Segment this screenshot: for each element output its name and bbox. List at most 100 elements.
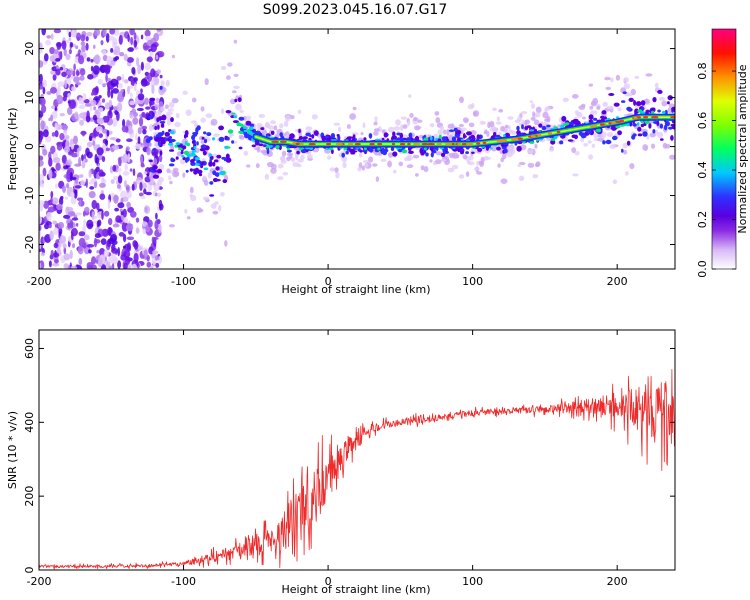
spectrogram-noise-blob bbox=[140, 195, 146, 200]
spectrogram-core-blob bbox=[156, 168, 163, 174]
spectrogram-mid-blob bbox=[227, 146, 231, 149]
spectrogram-noise-blob bbox=[141, 112, 146, 117]
spectrogram-noise-blob bbox=[71, 176, 77, 181]
spectrogram-halo-blob bbox=[529, 100, 534, 104]
spectrogram-noise-blob bbox=[109, 29, 116, 35]
spectrogram-noise-blob bbox=[39, 48, 43, 54]
spectrogram-noise-blob bbox=[108, 256, 115, 264]
spectrogram-noise-blob bbox=[101, 210, 104, 220]
spectrogram-noise-blob bbox=[110, 78, 118, 87]
spectrogram-core-blob bbox=[572, 118, 579, 122]
spectrogram-halo-blob bbox=[622, 142, 628, 149]
spectrogram-halo-blob bbox=[239, 135, 245, 140]
spectrogram-core-blob bbox=[168, 163, 175, 167]
spectrogram-noise-blob bbox=[83, 234, 90, 241]
spectrogram-noise-blob bbox=[88, 135, 93, 142]
spectrogram-core-blob bbox=[296, 150, 300, 155]
spectrogram-halo-blob bbox=[283, 120, 289, 127]
spectrogram-mid-blob bbox=[562, 123, 568, 126]
spectrogram-core-blob bbox=[414, 136, 420, 140]
spectrogram-noise-blob bbox=[102, 54, 108, 62]
spectrogram-noise-blob bbox=[110, 148, 115, 153]
spectrogram-core-blob bbox=[608, 93, 615, 96]
spectrogram-core-blob bbox=[232, 120, 239, 124]
spectrogram-noise-blob bbox=[154, 192, 158, 197]
spectrogram-hot-spot bbox=[421, 142, 429, 146]
spectrogram-core-blob bbox=[206, 132, 212, 137]
spectrogram-mid-blob bbox=[529, 141, 535, 144]
spectrogram-core-blob bbox=[201, 136, 205, 140]
spectrogram-noise-blob bbox=[93, 106, 97, 111]
spectrogram-core-blob bbox=[191, 134, 196, 141]
spectrogram-noise-blob bbox=[95, 166, 100, 173]
spectrogram-noise-blob bbox=[122, 119, 126, 128]
spectrogram-noise-blob bbox=[131, 183, 135, 191]
spectrogram-noise-blob bbox=[68, 48, 72, 55]
spectrogram-core-blob bbox=[175, 156, 179, 160]
spectrogram-mid-blob bbox=[168, 142, 174, 146]
spectrogram-hot-spot bbox=[482, 141, 487, 144]
spectrogram-core-blob bbox=[208, 161, 213, 167]
spectrogram-halo-blob bbox=[437, 129, 443, 136]
spectrogram-core-blob bbox=[613, 102, 620, 107]
spectrogram-core-blob bbox=[218, 125, 225, 131]
spectrogram-noise-blob bbox=[123, 53, 128, 62]
spectrogram-halo-blob bbox=[532, 111, 536, 118]
spectrogram-mid-blob bbox=[640, 120, 644, 123]
spectrogram-halo-blob bbox=[520, 111, 528, 115]
spectrogram-noise-blob bbox=[126, 138, 133, 142]
spectrogram-halo-blob bbox=[500, 157, 505, 163]
spectrogram-mid-blob bbox=[186, 142, 191, 147]
spectrogram-mid-blob bbox=[529, 129, 535, 132]
spectrogram-noise-blob bbox=[127, 47, 134, 52]
spectrogram-noise-blob bbox=[90, 65, 94, 72]
spectrogram-noise-blob bbox=[143, 171, 148, 175]
spectrogram-halo-blob bbox=[497, 163, 501, 168]
spectrogram-core-blob bbox=[196, 141, 199, 146]
spectrogram-core-blob bbox=[357, 148, 361, 152]
spectrogram-core-blob bbox=[396, 132, 402, 136]
spectrogram-mid-blob bbox=[503, 133, 506, 138]
spectrogram-noise-blob bbox=[98, 107, 104, 113]
spectrogram-noise-blob bbox=[110, 179, 115, 185]
spectrogram-core-blob bbox=[216, 154, 222, 159]
spectrogram-noise-blob bbox=[50, 191, 54, 199]
spectrogram-core-blob bbox=[425, 152, 429, 157]
spectrogram-halo-blob bbox=[533, 112, 541, 118]
spectrogram-x-tick-label: 200 bbox=[607, 275, 628, 288]
spectrogram-noise-blob bbox=[101, 98, 106, 103]
spectrogram-noise-blob bbox=[112, 256, 119, 265]
spectrogram-noise-blob bbox=[59, 235, 67, 244]
spectrogram-noise-blob bbox=[42, 167, 47, 177]
spectrogram-halo-blob bbox=[292, 162, 300, 167]
spectrogram-noise-blob bbox=[66, 207, 74, 212]
spectrogram-halo-blob bbox=[388, 126, 395, 133]
spectrogram-halo-blob bbox=[602, 101, 608, 107]
colorbar-ticks: 0.0 0.2 0.4 0.6 0.8 bbox=[696, 62, 736, 278]
spectrogram-halo-blob bbox=[489, 127, 495, 132]
spectrogram-halo-blob bbox=[634, 75, 640, 79]
spectrogram-noise-blob bbox=[81, 160, 86, 169]
spectrogram-noise-blob bbox=[122, 245, 127, 249]
spectrogram-noise-blob bbox=[69, 212, 76, 216]
spectrogram-core-blob bbox=[170, 157, 174, 163]
spectrogram-core-blob bbox=[408, 150, 414, 154]
spectrogram-noise-blob bbox=[80, 41, 86, 46]
spectrogram-noise-blob bbox=[78, 55, 85, 65]
spectrogram-noise-blob bbox=[42, 149, 48, 156]
spectrogram-noise-blob bbox=[80, 179, 86, 186]
spectrogram-noise-blob bbox=[85, 32, 93, 37]
spectrogram-halo-blob bbox=[279, 123, 284, 129]
spectrogram-mid-blob bbox=[227, 129, 234, 134]
spectrogram-noise-blob bbox=[90, 99, 97, 107]
spectrogram-core-blob bbox=[148, 159, 153, 163]
spectrogram-noise-blob bbox=[119, 52, 125, 57]
spectrogram-halo-blob bbox=[489, 120, 495, 128]
spectrogram-core-blob bbox=[448, 129, 455, 132]
spectrogram-noise-blob bbox=[39, 242, 42, 250]
spectrogram-core-blob bbox=[503, 148, 508, 154]
spectrogram-x-axis-label: Height of straight line (km) bbox=[281, 283, 430, 296]
spectrogram-halo-blob bbox=[490, 144, 498, 152]
spectrogram-halo-blob bbox=[606, 132, 614, 138]
spectrogram-core-blob bbox=[249, 135, 253, 140]
